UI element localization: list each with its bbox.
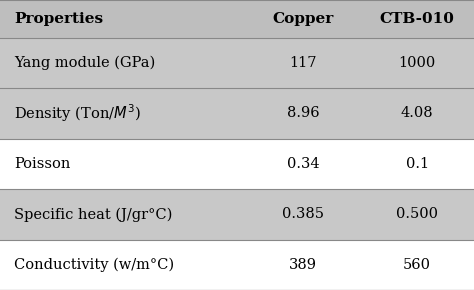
Text: 560: 560	[403, 258, 431, 272]
Text: Properties: Properties	[14, 12, 103, 26]
Text: 8.96: 8.96	[287, 106, 319, 120]
Text: CTB-010: CTB-010	[380, 12, 455, 26]
Text: Conductivity (w/m°C): Conductivity (w/m°C)	[14, 258, 174, 272]
Text: 0.385: 0.385	[283, 207, 324, 221]
Text: Specific heat (J/gr°C): Specific heat (J/gr°C)	[14, 207, 173, 222]
Text: 389: 389	[289, 258, 318, 272]
Text: Density (Ton/$M^3$): Density (Ton/$M^3$)	[14, 103, 141, 124]
Text: 117: 117	[290, 56, 317, 70]
Text: 4.08: 4.08	[401, 106, 433, 120]
Text: 0.500: 0.500	[396, 207, 438, 221]
Bar	[0, 0, 474, 38]
Text: Poisson: Poisson	[14, 157, 71, 171]
Text: Copper: Copper	[273, 12, 334, 26]
Bar	[0, 38, 474, 88]
Bar	[0, 139, 474, 189]
Bar	[0, 189, 474, 240]
Text: 1000: 1000	[399, 56, 436, 70]
Text: 0.1: 0.1	[406, 157, 428, 171]
Text: 0.34: 0.34	[287, 157, 319, 171]
Bar	[0, 240, 474, 290]
Text: Yang module (GPa): Yang module (GPa)	[14, 56, 155, 70]
Bar	[0, 88, 474, 139]
